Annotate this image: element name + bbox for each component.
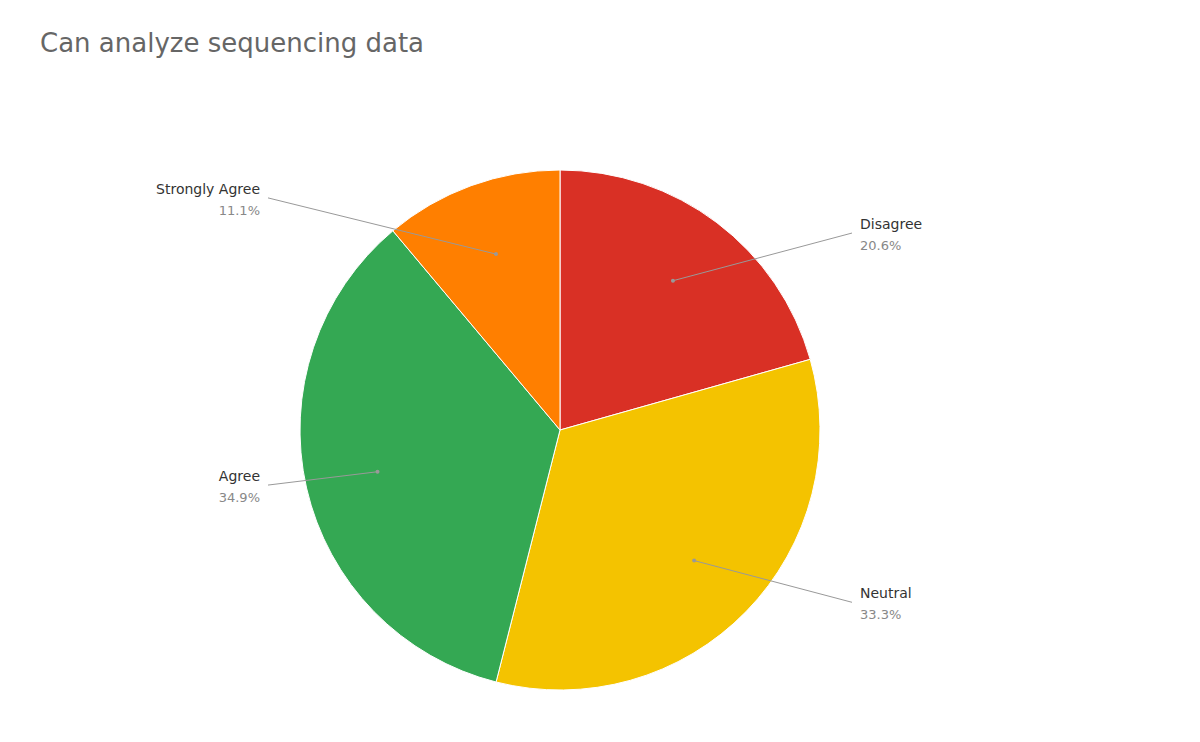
data-label: 34.9% bbox=[219, 490, 260, 505]
leader-dot bbox=[692, 559, 696, 563]
chart-root: Can analyze sequencing data Disagree 20.6%… bbox=[0, 0, 1200, 742]
slice-label: Strongly Agree bbox=[156, 181, 260, 197]
slice-label: Agree bbox=[219, 468, 260, 484]
data-label: 20.6% bbox=[860, 238, 901, 253]
leader-dot bbox=[671, 279, 675, 283]
leader-line bbox=[268, 472, 378, 485]
chart-title: Can analyze sequencing data bbox=[40, 28, 424, 58]
pie-group bbox=[300, 170, 820, 690]
data-label: 11.1% bbox=[219, 203, 260, 218]
data-label: 33.3% bbox=[860, 607, 901, 622]
annotations: Disagree 20.6% Neutral 33.3% Agree 34.9% Stron… bbox=[156, 181, 922, 622]
leader-line bbox=[694, 561, 852, 603]
leader-dot bbox=[494, 252, 498, 256]
leader-line bbox=[268, 198, 496, 254]
slice-label: Disagree bbox=[860, 216, 922, 232]
leader-dot bbox=[376, 470, 380, 474]
slice-label: Neutral bbox=[860, 585, 912, 601]
pie-slice bbox=[393, 170, 560, 430]
leader-line bbox=[673, 233, 852, 281]
